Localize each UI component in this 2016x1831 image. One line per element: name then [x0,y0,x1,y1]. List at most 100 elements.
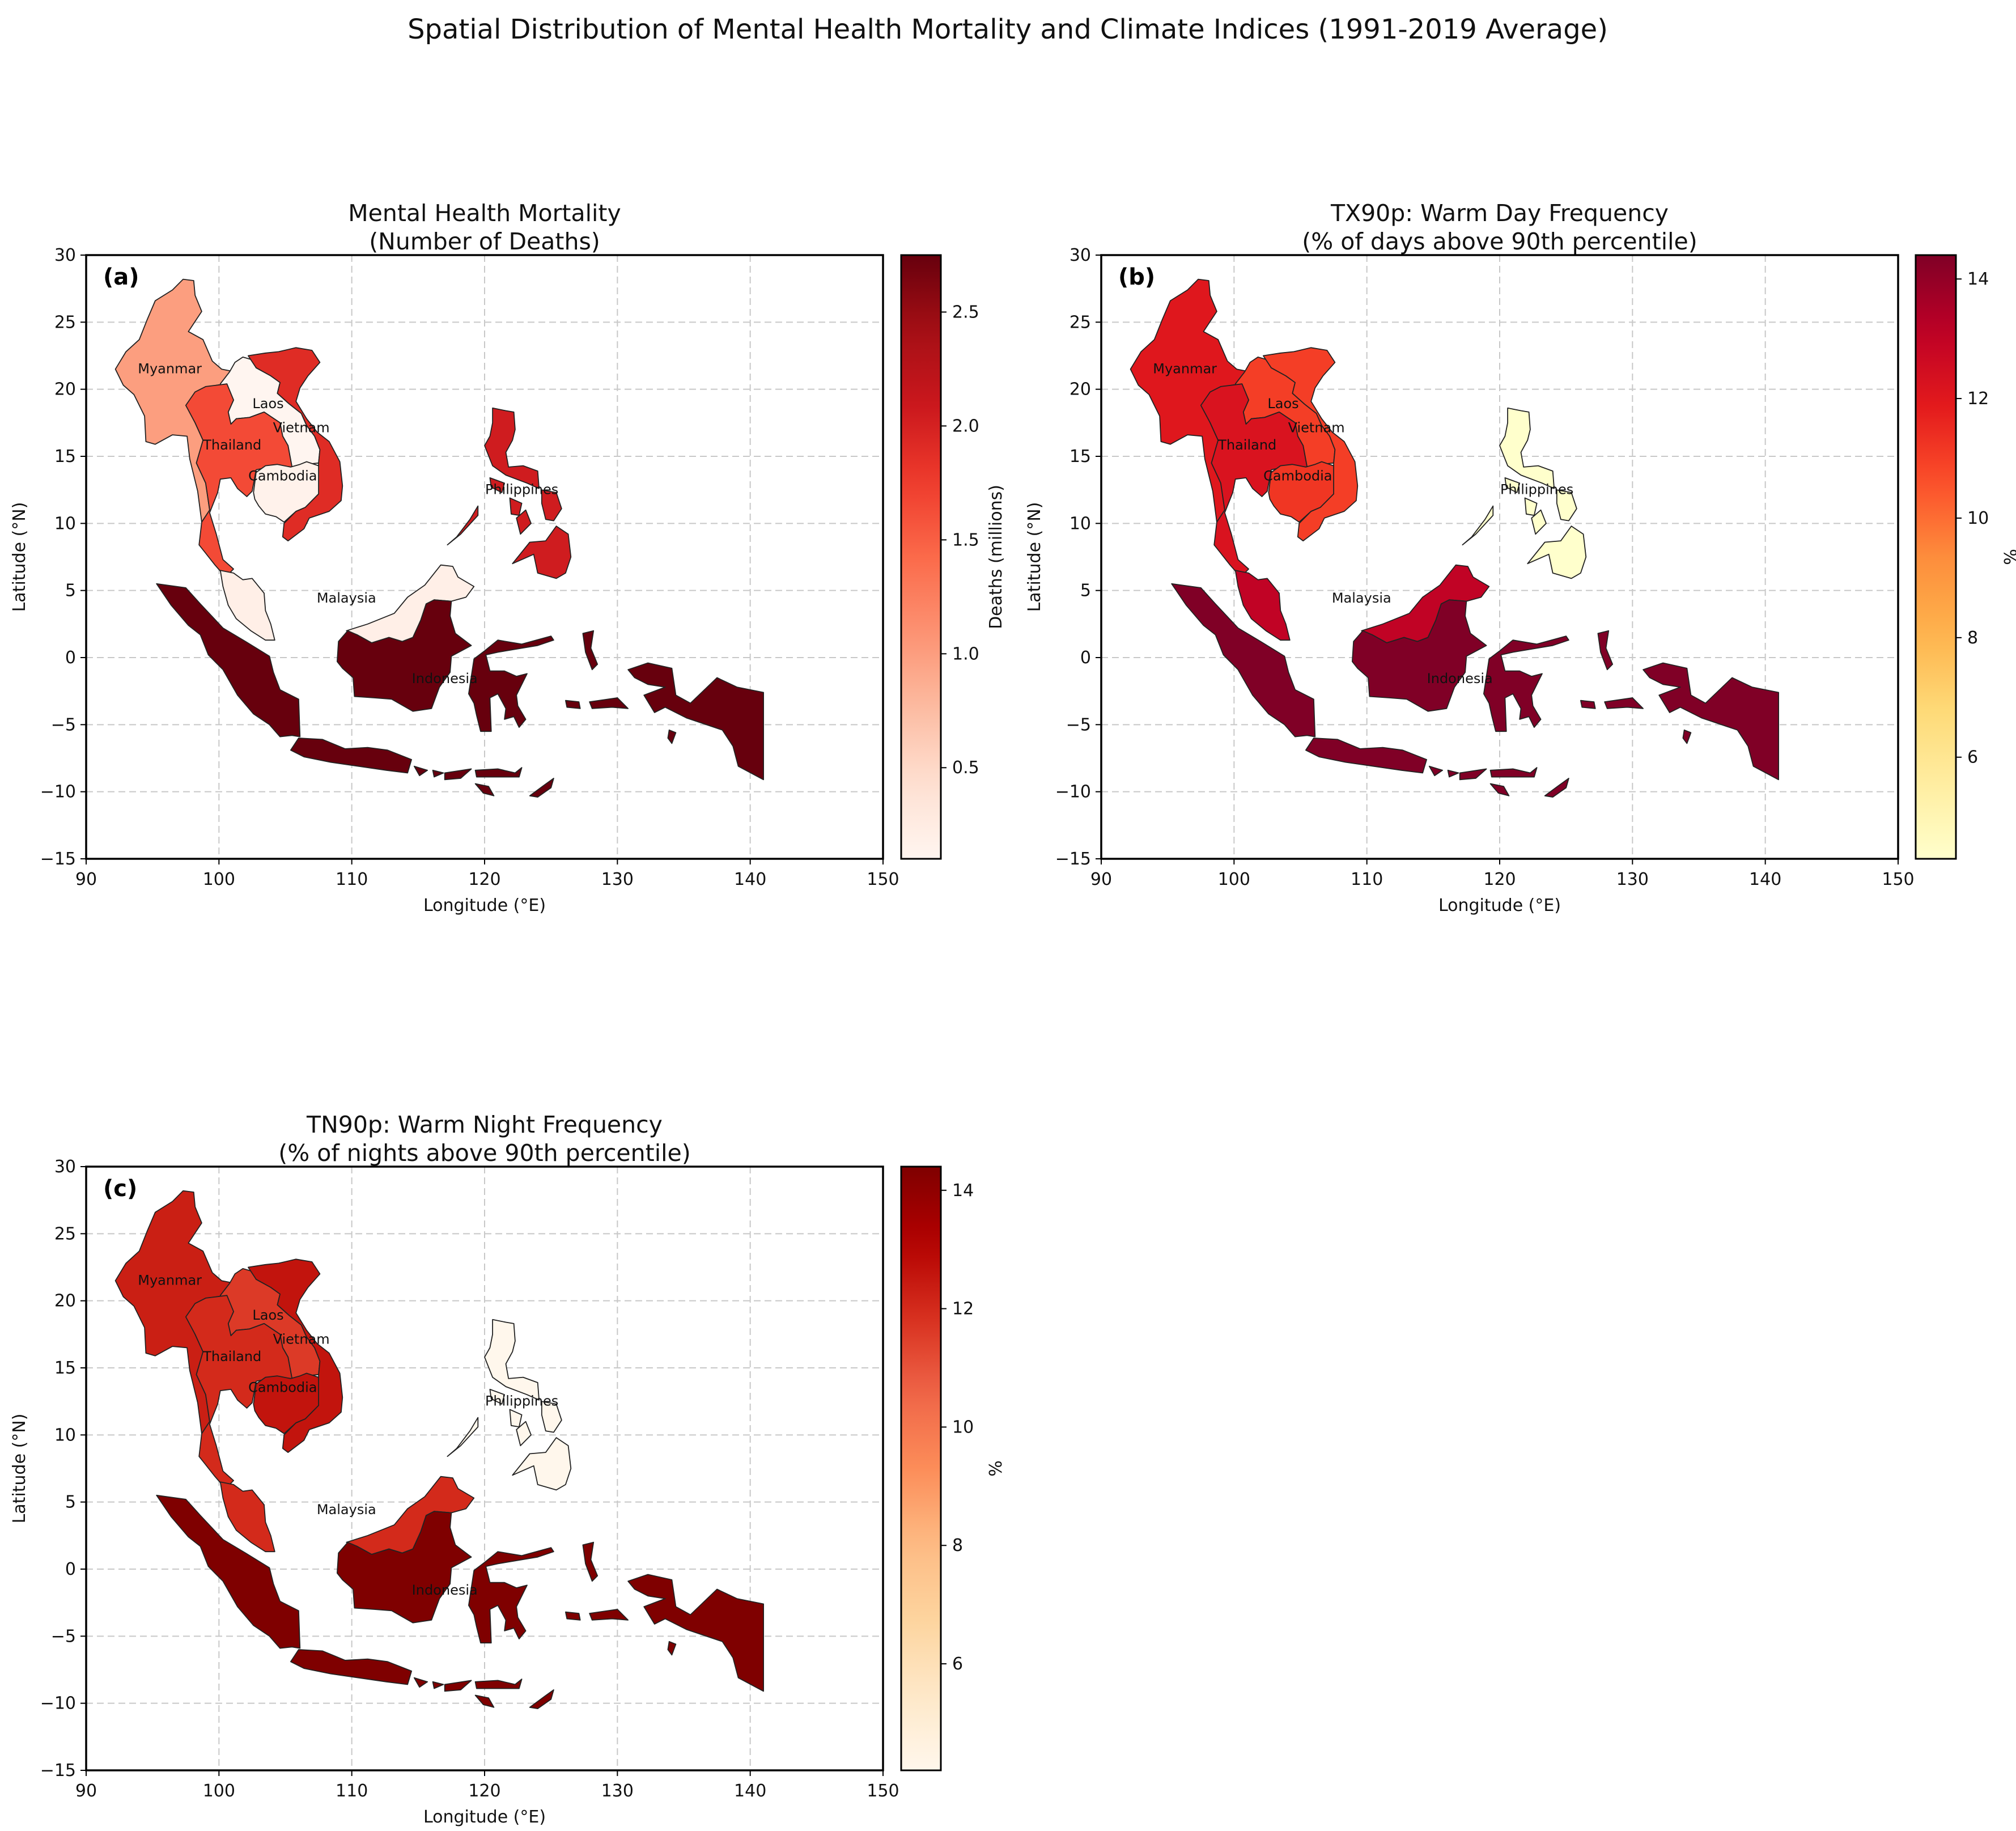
y-tick-label: 25 [54,312,76,332]
y-tick-label: −10 [40,782,76,802]
country-indonesia [156,1494,301,1649]
country-indonesia [444,1680,472,1692]
country-indonesia [582,1541,599,1582]
country-indonesia [474,783,495,796]
y-tick-label: 5 [65,581,76,601]
y-tick-label: 5 [1080,581,1091,601]
country-malaysia [1234,570,1291,641]
x-tick-label: 140 [734,1781,766,1801]
panel-title: TN90p: Warm Night Frequency [306,1111,663,1138]
x-tick-label: 90 [75,1781,97,1801]
y-axis-label: Latitude (°N) [1025,502,1045,612]
panel-title: TX90p: Warm Day Frequency [1330,200,1669,227]
y-tick-label: 10 [1069,514,1091,533]
colorbar-tick-label: 6 [952,1654,963,1674]
y-tick-label: 25 [54,1224,76,1244]
colorbar-gradient [1915,254,1957,860]
colorbar-gradient [900,1165,942,1771]
colorbar-tick-label: 12 [1967,389,1989,409]
country-indonesia [1447,769,1459,778]
country-indonesia [1352,599,1487,712]
country-indonesia [529,1689,554,1709]
x-tick-label: 130 [601,1781,634,1801]
x-tick-label: 120 [1483,870,1516,889]
country-philippines [1462,505,1494,546]
countries [114,1190,764,1709]
colorbar-tick-label: 12 [952,1299,974,1319]
y-tick-label: −10 [40,1694,76,1714]
y-tick-label: 15 [54,1358,76,1378]
country-label: Vietnam [273,419,330,435]
country-philippines [1524,497,1538,516]
colorbar-gradient [900,254,942,860]
country-philippines [484,1319,540,1401]
y-tick-label: 15 [1069,447,1091,467]
country-thailand [185,383,293,578]
country-indonesia [1580,700,1596,709]
country-philippines [484,407,540,489]
y-tick-label: 5 [65,1493,76,1512]
country-label: Vietnam [273,1331,330,1347]
country-label: Thailand [202,437,261,453]
x-tick-label: 110 [1351,870,1383,889]
country-indonesia [474,767,523,778]
y-axis-label: Latitude (°N) [10,1414,29,1524]
y-tick-label: 10 [54,1425,76,1445]
country-indonesia [1483,635,1569,732]
y-tick-label: 0 [65,648,76,668]
y-tick-label: 15 [54,447,76,467]
country-indonesia [627,1574,764,1692]
country-cambodia [253,461,319,523]
country-indonesia [290,1649,412,1685]
country-indonesia [468,635,554,732]
x-tick-label: 130 [601,870,634,889]
colorbar-label: % [986,1460,1006,1477]
country-indonesia [413,1677,428,1688]
panel-title: (% of days above 90th percentile) [1302,228,1697,255]
panel-title: (% of nights above 90th percentile) [278,1139,690,1167]
country-philippines [541,1401,562,1433]
x-tick-label: 130 [1616,870,1649,889]
country-label: Cambodia [248,1380,317,1396]
panel-label: (a) [103,264,139,290]
country-indonesia [468,1547,554,1644]
country-label: Cambodia [248,468,317,484]
country-indonesia [1642,662,1779,781]
y-tick-label: 25 [1069,312,1091,332]
country-indonesia [474,1694,495,1708]
country-indonesia [1305,738,1427,774]
country-indonesia [529,778,554,798]
y-tick-label: 20 [1069,380,1091,400]
country-label: Cambodia [1263,468,1332,484]
country-indonesia [589,697,629,709]
country-philippines [489,477,505,493]
y-tick-label: 30 [54,245,76,265]
colorbar-tick-label: 14 [1967,269,1989,289]
panel-label: (c) [103,1176,137,1202]
x-tick-label: 110 [336,1781,368,1801]
country-indonesia [627,662,764,781]
y-axis-label: Latitude (°N) [10,502,29,612]
panel-label: (b) [1118,264,1155,290]
country-label: Laos [252,1307,283,1323]
country-label: Philippines [1500,481,1573,497]
country-philippines [1556,489,1577,522]
country-indonesia [156,583,301,738]
y-tick-label: −5 [1066,715,1091,735]
country-label: Indonesia [1427,671,1493,686]
map-panel-b: TX90p: Warm Day Frequency(% of days abov… [1025,200,2016,916]
y-tick-label: −5 [51,1626,76,1646]
colorbar-tick-label: 14 [952,1181,974,1201]
country-indonesia [1171,583,1316,738]
country-philippines [1527,525,1587,579]
country-indonesia [1544,778,1569,798]
country-label: Malaysia [317,590,376,606]
country-label: Thailand [1217,437,1276,453]
country-indonesia [413,765,428,777]
country-indonesia [337,599,472,712]
country-label: Myanmar [1153,361,1217,376]
country-indonesia [432,1681,444,1689]
x-tick-label: 120 [468,1781,500,1801]
colorbar-tick-label: 8 [952,1536,963,1555]
